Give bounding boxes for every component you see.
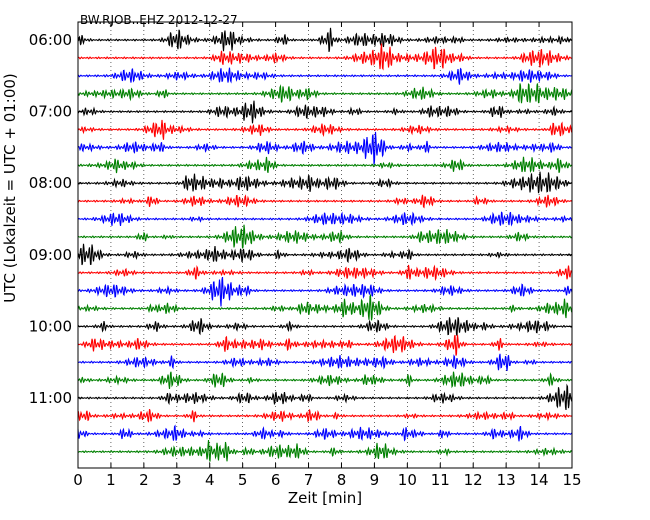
x-tick-label: 6 — [271, 471, 281, 489]
seismic-trace — [77, 131, 573, 165]
seismic-trace — [77, 119, 573, 140]
x-tick-label: 5 — [238, 471, 248, 489]
x-tick-label: 11 — [431, 471, 450, 489]
seismic-trace — [77, 371, 573, 390]
y-tick-label: 10:00 — [29, 317, 72, 335]
seismic-trace — [77, 156, 573, 174]
seismic-trace — [77, 194, 573, 209]
seismic-trace — [77, 100, 573, 124]
x-tick-label: 8 — [337, 471, 347, 489]
x-tick-label: 12 — [464, 471, 483, 489]
seismic-trace — [77, 171, 573, 194]
x-tick-label: 0 — [73, 471, 83, 489]
chart-title: BW.RJOB..EHZ 2012-12-27 — [80, 13, 238, 27]
x-tick-label: 3 — [172, 471, 182, 489]
seismic-trace — [77, 211, 573, 227]
y-axis-label: UTC (Lokalzeit = UTC + 01:00) — [1, 73, 19, 303]
x-tick-label: 15 — [562, 471, 581, 489]
y-tick-label: 11:00 — [29, 389, 72, 407]
y-tick-label: 09:00 — [29, 246, 72, 264]
trace-group — [77, 27, 573, 462]
seismic-trace — [77, 264, 573, 282]
seismic-trace — [77, 353, 573, 371]
seismic-trace — [77, 224, 573, 249]
x-tick-label: 1 — [106, 471, 116, 489]
x-tick-label: 7 — [304, 471, 314, 489]
seismic-trace — [77, 43, 573, 71]
y-axis-ticks: 06:00 07:00 08:00 09:00 10:00 11:00 — [29, 31, 572, 407]
x-tick-label: 13 — [497, 471, 516, 489]
axes-frame — [77, 21, 573, 469]
seismic-trace — [77, 383, 573, 411]
x-tick-label: 4 — [205, 471, 215, 489]
seismic-trace — [77, 82, 573, 104]
x-axis-ticks: 0 1 2 3 4 5 6 7 8 9 10 11 12 13 14 15 — [73, 22, 582, 489]
seismic-trace — [77, 409, 573, 423]
y-tick-label: 07:00 — [29, 103, 72, 121]
seismic-trace — [77, 67, 573, 85]
y-tick-label: 08:00 — [29, 174, 72, 192]
seismic-trace — [77, 243, 573, 266]
seismic-trace — [77, 424, 573, 442]
x-tick-label: 10 — [398, 471, 417, 489]
seismic-trace — [77, 276, 573, 307]
seismic-trace — [77, 317, 573, 336]
seismic-trace — [77, 27, 573, 53]
x-tick-label: 2 — [139, 471, 149, 489]
seismic-trace — [77, 293, 573, 321]
x-tick-label: 14 — [530, 471, 549, 489]
seismic-trace — [77, 439, 573, 462]
y-tick-label: 06:00 — [29, 31, 72, 49]
x-axis-label: Zeit [min] — [288, 489, 362, 507]
x-tick-label: 9 — [370, 471, 380, 489]
seismic-trace — [77, 334, 573, 356]
